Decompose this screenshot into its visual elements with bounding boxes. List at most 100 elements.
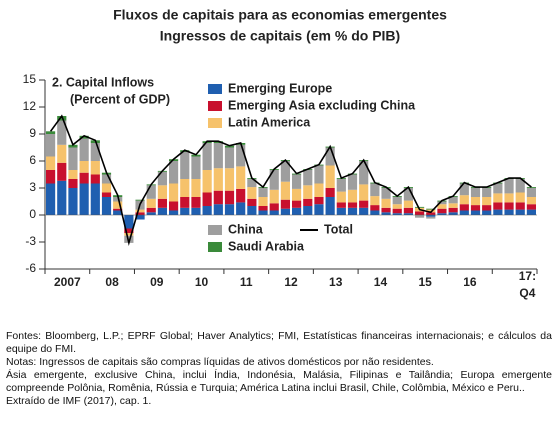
bar-segment [426, 216, 436, 219]
bar-segment [146, 207, 156, 213]
bar-segment [280, 199, 290, 209]
x-tick-label: 2007 [54, 275, 81, 289]
x-tick-label: 09 [150, 275, 164, 289]
bar-segment [526, 209, 536, 215]
bar-segment [213, 143, 223, 169]
bar-segment [448, 212, 458, 215]
bar-segment [347, 207, 358, 215]
bar-segment [191, 197, 201, 208]
bar-segment [482, 197, 492, 206]
bar-segment [90, 143, 100, 161]
bar-segment [213, 204, 223, 215]
bar-segment [124, 233, 134, 236]
x-tick-label: 08 [105, 275, 119, 289]
notes: Fontes: Bloomberg, L.P.; EPRF Global; Ha… [6, 330, 552, 408]
bar-segment [57, 144, 67, 163]
bar-segment [392, 208, 402, 214]
bar-segment [526, 197, 536, 205]
bar-segment [526, 187, 536, 188]
bar-segment [459, 195, 469, 205]
bar-segment [269, 170, 279, 190]
bar-segment [213, 190, 223, 205]
legend-label: Saudi Arabia [228, 239, 305, 253]
legend-label: Total [324, 222, 353, 236]
bar-segment [470, 210, 481, 215]
bar-segment [381, 207, 391, 213]
bar-segment [359, 207, 369, 215]
legend-label: Emerging Asia excluding China [228, 98, 416, 112]
bar-segment [113, 201, 123, 209]
bar-segment [68, 170, 78, 179]
bar-segment [247, 206, 257, 215]
bar-segment [113, 208, 123, 211]
bar-segment [101, 183, 112, 193]
bar-segment [359, 200, 369, 208]
bar-segment [504, 179, 514, 194]
bar-segment [303, 198, 313, 206]
bar-segment [415, 211, 425, 215]
bar-segment [292, 200, 302, 208]
bar-segment [202, 143, 212, 170]
bar-segment [269, 203, 279, 211]
legend-swatch [208, 118, 222, 128]
bar-segment [426, 208, 436, 210]
panel-title: 2. Capital Inflows [52, 75, 154, 89]
legend-label: China [228, 222, 264, 236]
bar-segment [292, 188, 302, 201]
y-tick-label: 3 [29, 180, 36, 194]
bar-segment [426, 209, 436, 213]
note: Notas: Ingressos de capitais são compras… [6, 356, 434, 368]
bar-segment [448, 203, 458, 208]
x-tick-label: 16 [463, 275, 477, 289]
x-tick-label: 15 [419, 275, 433, 289]
bar-segment [415, 215, 425, 218]
bar-segment [470, 205, 481, 211]
x-tick-label: 12 [284, 275, 298, 289]
bar-segment [325, 165, 335, 188]
bar-segment [403, 200, 413, 208]
bar-segment [381, 188, 391, 199]
bar-segment [57, 120, 67, 145]
bar-segment [482, 205, 492, 211]
bar-segment [169, 161, 179, 184]
bar-segment [325, 147, 335, 166]
bar-segment [280, 208, 290, 215]
bar-segment [325, 197, 335, 215]
bar-segment [482, 210, 492, 215]
bar-segment [101, 174, 112, 184]
bar-segment [169, 201, 179, 211]
bar-segment [213, 141, 223, 143]
bar-segment [169, 210, 179, 215]
legend-swatch [208, 84, 222, 94]
bar-segment [180, 207, 190, 215]
bar-segment [370, 183, 380, 197]
y-tick-label: -3 [25, 234, 36, 248]
bar-segment [247, 198, 257, 206]
bar-segment [79, 135, 89, 139]
bar-segment [370, 205, 380, 211]
bar-segment [415, 206, 425, 208]
y-tick-label: 0 [29, 207, 36, 221]
bar-segment [224, 204, 235, 215]
bar-segment [191, 156, 201, 179]
bar-segment [392, 213, 402, 215]
legend-swatch [208, 225, 222, 235]
bar-segment [101, 197, 112, 215]
bar-segment [46, 131, 56, 134]
bar-segment [303, 170, 313, 186]
bar-segment [224, 145, 235, 148]
bar-segment [135, 199, 145, 201]
total-line [49, 114, 532, 247]
bar-segment [157, 207, 167, 215]
bar-segment [370, 196, 380, 206]
bar-segment [180, 197, 190, 208]
y-tick-label: 6 [29, 153, 36, 167]
bar-segment [292, 174, 302, 189]
bar-segment [269, 189, 279, 204]
bar-segment [191, 207, 201, 215]
bar-segment [135, 215, 145, 220]
bar-segment [258, 206, 268, 211]
bar-segment [46, 134, 56, 157]
bar-segment [392, 197, 402, 205]
